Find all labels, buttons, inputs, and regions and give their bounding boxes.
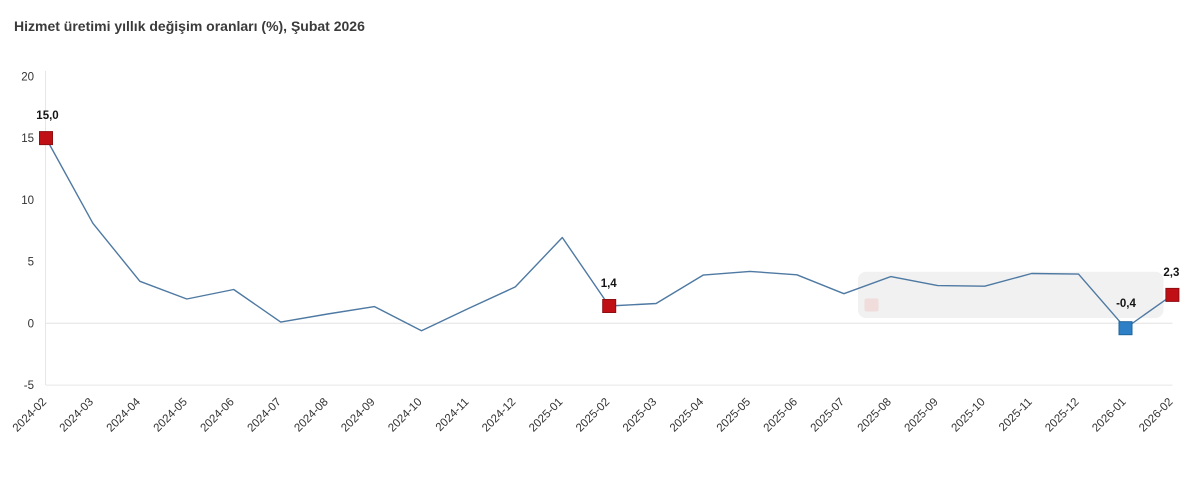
svg-text:5: 5: [28, 257, 34, 269]
svg-text:2,3: 2,3: [1163, 267, 1179, 279]
svg-text:-5: -5: [24, 380, 34, 392]
svg-text:15,0: 15,0: [36, 110, 58, 122]
svg-text:1,4: 1,4: [601, 278, 618, 290]
svg-text:0: 0: [28, 318, 34, 330]
svg-text:20: 20: [21, 71, 34, 83]
svg-text:Hizmet üretimi yıllık değişim: Hizmet üretimi yıllık değişim oranları (…: [14, 18, 365, 34]
svg-text:15: 15: [21, 133, 34, 145]
svg-text:-0,4: -0,4: [1116, 298, 1136, 310]
svg-text:10: 10: [21, 195, 34, 207]
